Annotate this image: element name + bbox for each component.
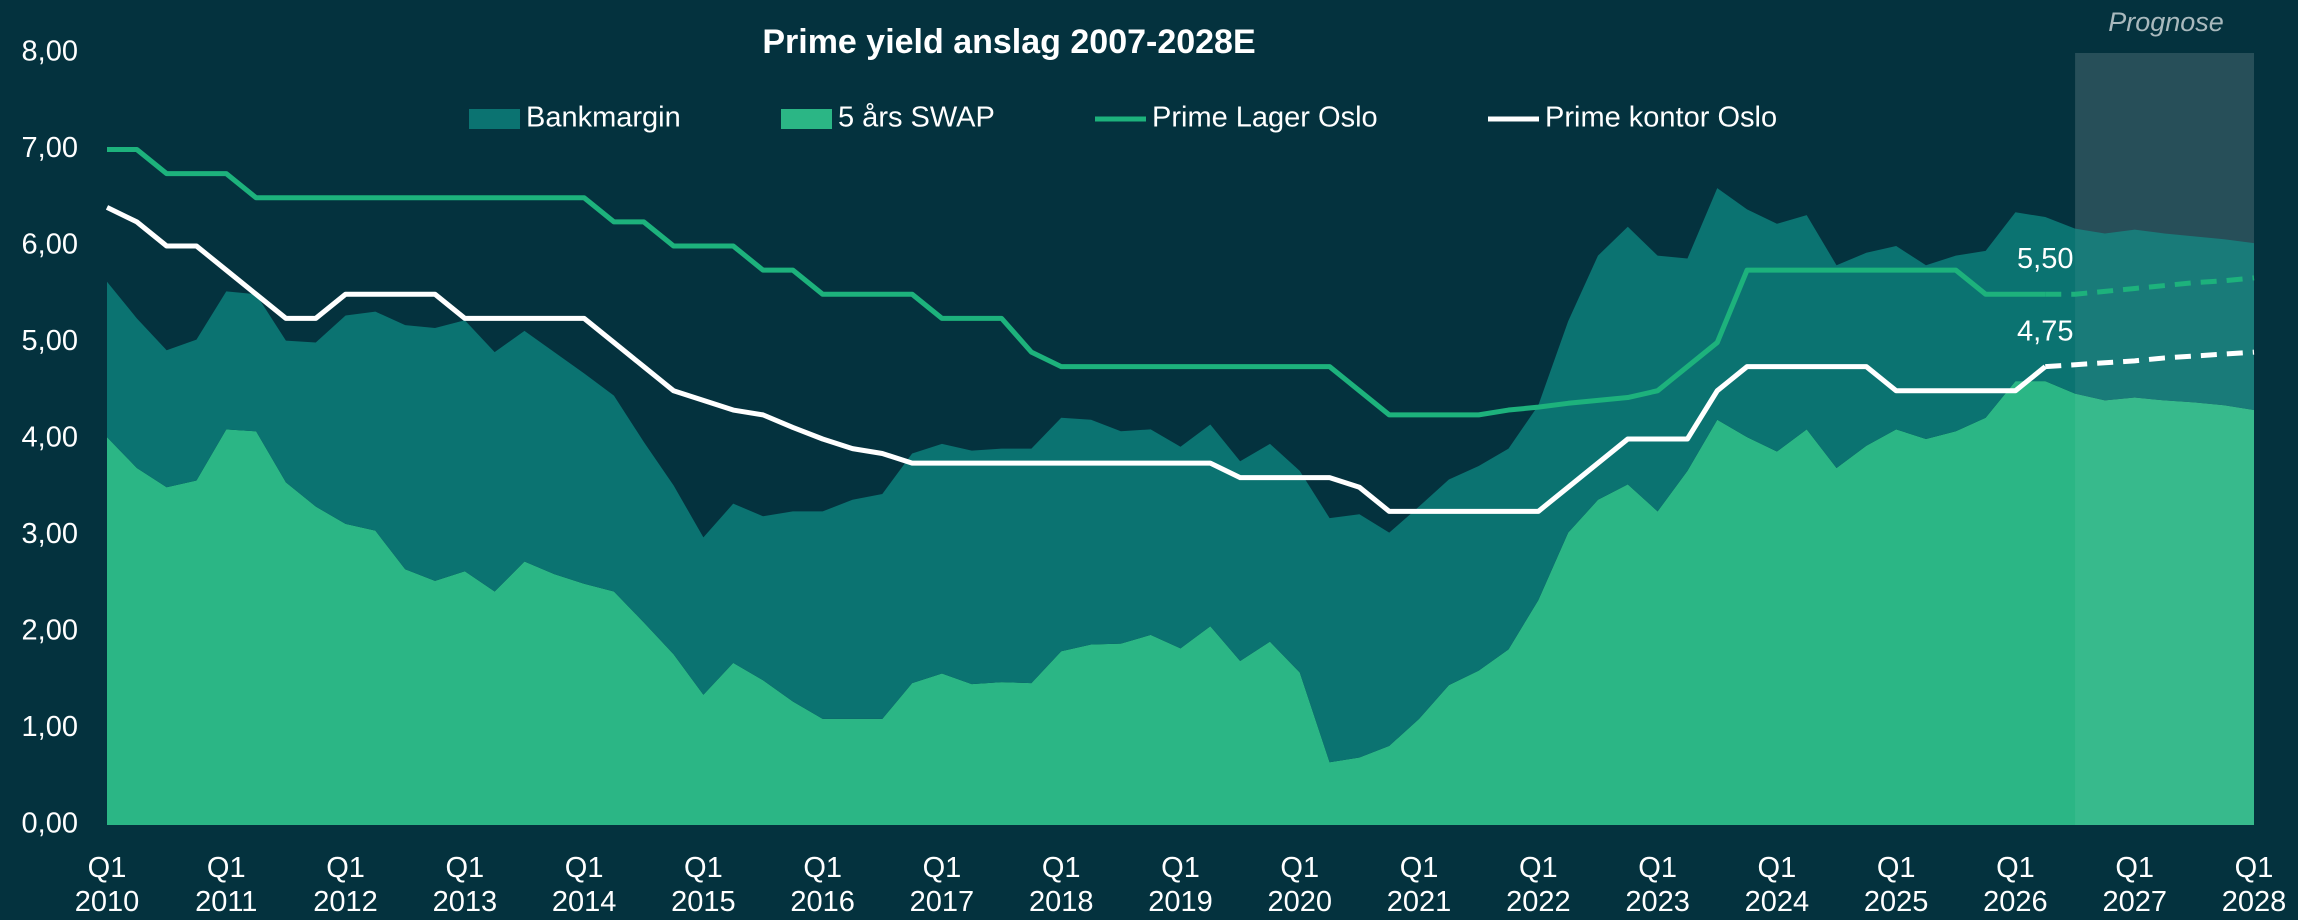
y-tick-label: 8,00 xyxy=(22,36,78,68)
area xyxy=(107,381,2254,825)
forecast-line xyxy=(2045,275,2255,297)
x-tick-label: Q1 2024 xyxy=(1745,852,1810,918)
y-tick-label: 0,00 xyxy=(22,808,78,840)
x-tick-label: Q1 2021 xyxy=(1387,852,1452,918)
data-label: 4,75 xyxy=(2017,315,2073,347)
x-tick-label: Q1 2014 xyxy=(552,852,617,918)
legend-label: Bankmargin xyxy=(526,102,681,134)
x-tick-label: Q1 2019 xyxy=(1148,852,1213,918)
y-tick-label: 6,00 xyxy=(22,229,78,261)
x-tick-label: Q1 2025 xyxy=(1864,852,1929,918)
legend-swatch xyxy=(781,109,832,129)
x-tick-label: Q1 2023 xyxy=(1625,852,1690,918)
x-tick-label: Q1 2013 xyxy=(433,852,498,918)
legend-swatch xyxy=(469,109,520,129)
forecast-line xyxy=(2045,349,2255,370)
x-tick-label: Q1 2016 xyxy=(790,852,855,918)
x-tick-label: Q1 2012 xyxy=(313,852,378,918)
x-tick-label: Q1 2011 xyxy=(195,852,257,918)
plot-area xyxy=(105,53,2255,825)
area xyxy=(107,188,2254,763)
prognose-label: Prognose xyxy=(2108,7,2224,37)
line xyxy=(107,147,2046,418)
x-tick-label: Q1 2017 xyxy=(910,852,975,918)
y-tick-label: 7,00 xyxy=(22,132,78,164)
legend-label: 5 års SWAP xyxy=(838,102,995,134)
x-tick-label: Q1 2018 xyxy=(1029,852,1094,918)
x-tick-label: Q1 2020 xyxy=(1268,852,1333,918)
x-tick-label: Q1 2027 xyxy=(2102,852,2167,918)
legend-label: Prime kontor Oslo xyxy=(1545,102,1777,134)
x-tick-label: Q1 2015 xyxy=(671,852,736,918)
y-tick-label: 2,00 xyxy=(22,615,78,647)
y-tick-label: 5,00 xyxy=(22,325,78,357)
x-tick-label: Q1 2026 xyxy=(1983,852,2048,918)
x-tick-label: Q1 2010 xyxy=(75,852,140,918)
legend-label: Prime Lager Oslo xyxy=(1152,102,1378,134)
chart-title: Prime yield anslag 2007-2028E xyxy=(762,23,1255,61)
prognose-overlay xyxy=(2075,53,2254,825)
y-tick-label: 4,00 xyxy=(22,422,78,454)
line xyxy=(105,205,2047,514)
y-tick-label: 3,00 xyxy=(22,518,78,550)
x-tick-label: Q1 2022 xyxy=(1506,852,1571,918)
y-tick-label: 1,00 xyxy=(22,711,78,743)
x-tick-label: Q1 2028 xyxy=(2222,852,2287,918)
data-label: 5,50 xyxy=(2017,243,2073,275)
